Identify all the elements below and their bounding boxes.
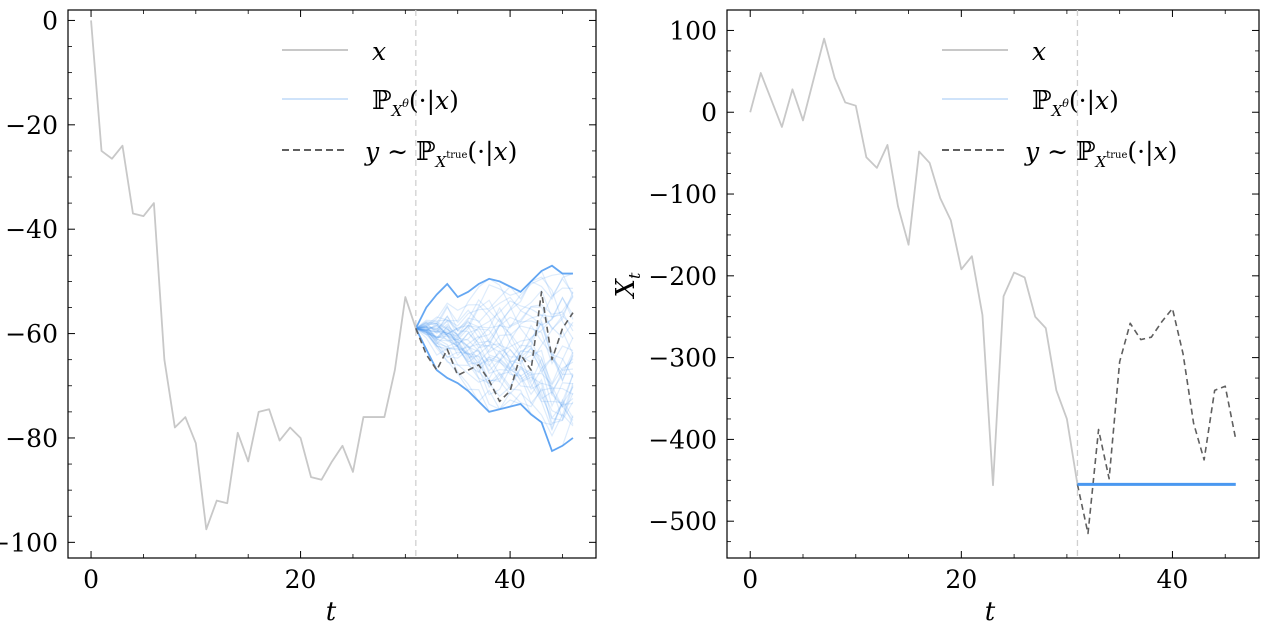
y-tick-label: −100 xyxy=(648,180,717,209)
left-legend-x-label: x xyxy=(372,37,386,66)
sample-path xyxy=(415,327,574,421)
sample-path xyxy=(415,317,574,365)
sample-path xyxy=(415,296,574,363)
sample-path xyxy=(415,276,574,340)
x-tick-label: 0 xyxy=(83,565,99,594)
left-plot-frame xyxy=(67,9,597,559)
x-tick-label: 40 xyxy=(494,565,526,594)
sample-path xyxy=(415,295,574,358)
sample-path xyxy=(415,304,574,354)
right-plot-panel: 0 20 40 100 0 −100 −200 −300 −400 −500 t Xt x ℙXθ… xyxy=(611,9,1260,626)
sample-path xyxy=(415,326,574,420)
right-x-axis-label: t xyxy=(985,597,996,626)
sample-path xyxy=(415,327,574,421)
left-legend-true-label: y ∼ ℙXtrue(·|x) xyxy=(364,137,517,171)
sample-path xyxy=(415,272,574,364)
sample-path xyxy=(415,269,574,337)
left-data-layer xyxy=(90,10,574,558)
sample-path xyxy=(415,327,574,386)
sample-path xyxy=(415,291,574,359)
sample-path xyxy=(415,327,574,396)
svg-text:x: x xyxy=(1032,37,1046,66)
right-legend: x ℙXθ(·|x) y ∼ ℙXtrue(·|x) xyxy=(942,37,1177,171)
y-tick-label: −80 xyxy=(5,424,58,453)
left-axis-ticks: 0 20 40 0 −20 −40 −60 −80 −100 xyxy=(0,6,596,594)
sample-path xyxy=(415,327,574,393)
right-data-layer xyxy=(749,10,1237,558)
sample-path xyxy=(415,327,574,432)
x-tick-label: 20 xyxy=(285,565,317,594)
sample-path xyxy=(415,316,574,371)
history-series-line xyxy=(749,37,1079,487)
right-legend-x-label: x xyxy=(1032,37,1046,66)
right-axis-ticks: 0 20 40 100 0 −100 −200 −300 −400 −500 xyxy=(648,9,1259,594)
sample-path xyxy=(415,321,574,383)
sample-path xyxy=(415,322,574,408)
sample-path xyxy=(415,278,573,344)
x-tick-label: 0 xyxy=(742,565,758,594)
y-tick-label: −20 xyxy=(5,111,58,140)
sample-path xyxy=(415,315,574,378)
y-tick-label: −300 xyxy=(648,344,717,373)
sample-path xyxy=(415,289,574,331)
right-plot-frame xyxy=(726,9,1260,559)
sample-path xyxy=(415,302,574,424)
sample-path xyxy=(415,315,574,386)
left-legend-model-label: ℙXθ(·|x) xyxy=(372,86,459,120)
sample-path xyxy=(415,327,574,372)
sample-envelope-upper xyxy=(415,264,573,329)
sample-path xyxy=(415,327,574,438)
sample-path xyxy=(415,327,574,420)
left-plot-panel: 0 20 40 0 −20 −40 −60 −80 −100 t x ℙXθ(·|x) y ∼ … xyxy=(0,6,597,626)
y-tick-label: −500 xyxy=(648,507,717,536)
y-tick-label: 0 xyxy=(701,98,717,127)
history-series-line xyxy=(90,20,417,531)
y-tick-label: −400 xyxy=(648,425,717,454)
y-tick-label: −60 xyxy=(5,320,58,349)
true-future-series-line xyxy=(415,291,574,403)
right-y-axis-label: Xt xyxy=(611,272,644,300)
svg-text:x: x xyxy=(372,37,386,66)
x-tick-label: 20 xyxy=(945,565,977,594)
sample-path xyxy=(415,320,573,382)
sample-path xyxy=(415,321,574,409)
x-tick-label: 40 xyxy=(1157,565,1189,594)
left-legend: x ℙXθ(·|x) y ∼ ℙXtrue(·|x) xyxy=(282,37,517,171)
y-tick-label: 0 xyxy=(42,6,58,35)
sample-path xyxy=(415,314,574,364)
sample-path xyxy=(415,320,574,417)
left-x-axis-label: t xyxy=(326,597,337,626)
y-tick-label: −100 xyxy=(0,528,58,557)
sample-path xyxy=(415,273,574,329)
y-tick-label: −40 xyxy=(5,215,58,244)
sample-path xyxy=(415,327,574,431)
sample-path xyxy=(415,326,574,408)
sample-path xyxy=(415,327,574,405)
right-legend-true-label: y ∼ ℙXtrue(·|x) xyxy=(1024,137,1177,171)
y-tick-label: 100 xyxy=(669,16,717,45)
right-legend-model-label: ℙXθ(·|x) xyxy=(1032,86,1119,120)
y-tick-label: −200 xyxy=(648,262,717,291)
sample-envelope-lower xyxy=(415,327,574,453)
true-future-series-line xyxy=(1076,307,1237,535)
